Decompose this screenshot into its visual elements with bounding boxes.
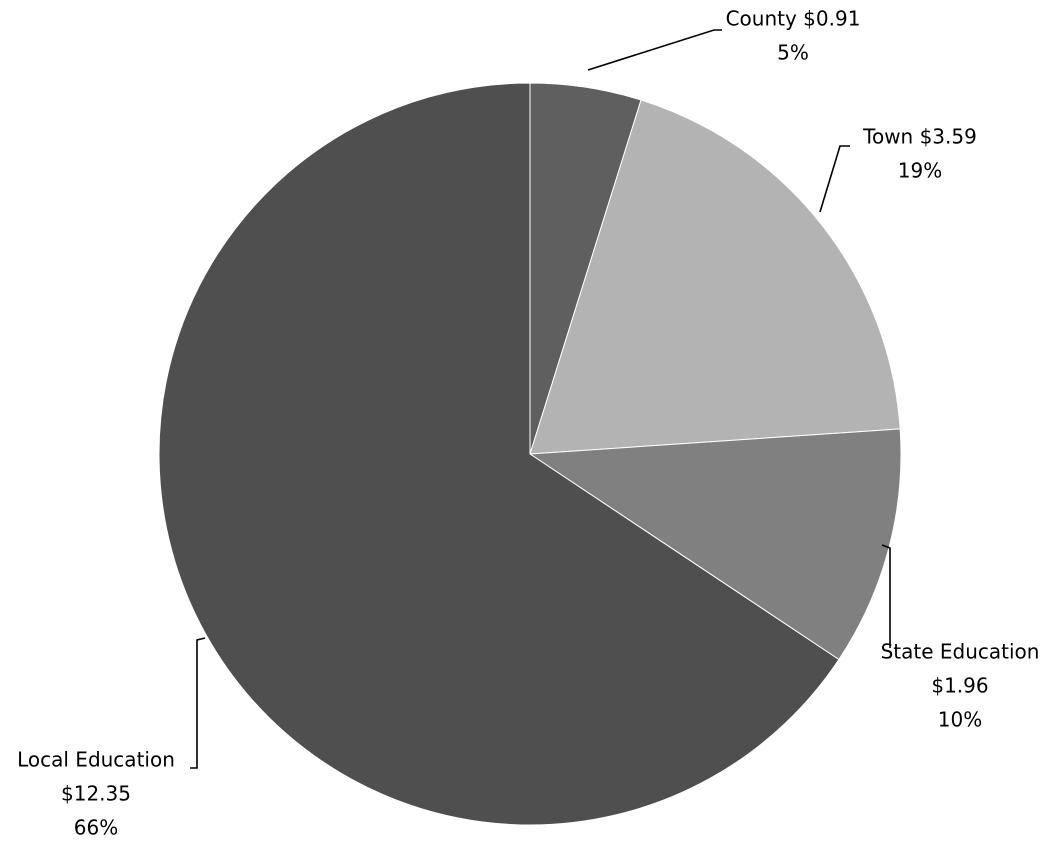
data-label-local-education-line-2: $12.35 [61,782,131,806]
leaders-layer [190,29,891,769]
data-label-local-education-line-1: Local Education [17,748,175,772]
pie-slice-local-education [158,82,840,826]
data-label-local-education-line-3: 66% [74,816,118,840]
data-label-town-line-2: 19% [898,159,942,183]
labels-layer: County $0.91 5% Town $3.59 19% State Educati… [17,7,1039,840]
data-label-state-education-line-2: $1.96 [931,674,988,698]
data-label-state-education-line-1: State Education [881,640,1040,664]
data-label-town-line-1: Town $3.59 [862,125,977,149]
pie-slice-town [529,99,901,455]
leader-line-county [587,29,722,71]
data-label-county-line-2: 5% [777,41,809,65]
leader-line-state-education [881,544,891,648]
leader-line-local-education [190,637,206,769]
slices-layer [158,82,902,826]
data-label-state-education-line-3: 10% [938,708,982,732]
leader-line-town [819,145,850,213]
data-label-county-line-1: County $0.91 [726,7,861,31]
pie-slice-state-education [528,428,902,661]
